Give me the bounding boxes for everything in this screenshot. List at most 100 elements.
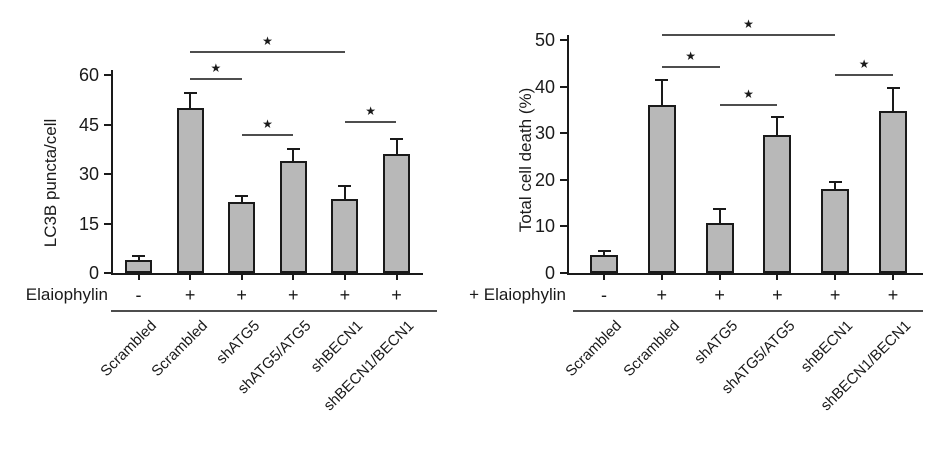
x-tick [240, 275, 243, 280]
y-tick-label: 15 [78, 213, 99, 234]
y-tick [560, 85, 567, 88]
category-label: Scrambled [620, 317, 684, 381]
significance-line [835, 73, 893, 76]
significance-star: ★ [210, 60, 222, 75]
significance-star: ★ [262, 117, 273, 132]
y-tick-label: 0 [88, 263, 99, 283]
y-tick [560, 39, 567, 41]
bar [331, 198, 359, 273]
x-axis-line [111, 273, 423, 275]
treatment-sign: + [714, 285, 725, 305]
y-tick [560, 178, 567, 181]
significance-line [661, 66, 720, 69]
bar [228, 202, 256, 273]
treatment-sign: + [656, 285, 668, 305]
error-bar-cap [713, 208, 727, 211]
error-bar-cap [132, 254, 145, 257]
bar [176, 108, 204, 273]
y-tick-label: 20 [534, 169, 555, 190]
y-tick-label: 10 [534, 216, 555, 237]
error-bar-cap [338, 185, 352, 188]
x-tick [292, 275, 295, 280]
y-tick-label: 0 [544, 263, 555, 283]
treatment-row-label: Elaiophylin [25, 285, 108, 304]
x-tick [892, 275, 894, 280]
treatment-sign: + [288, 285, 299, 305]
bar [821, 189, 850, 273]
y-tick-label: 30 [534, 123, 555, 144]
y-tick [560, 272, 567, 274]
error-bar-cap [886, 86, 900, 89]
y-tick [560, 132, 567, 135]
bar [590, 255, 618, 273]
category-label: shBECN1 [797, 317, 857, 376]
error-bar-cap [655, 78, 669, 81]
significance-line [661, 33, 836, 36]
error-bar-cap [235, 195, 249, 198]
significance-line [344, 120, 397, 123]
bar [279, 160, 307, 273]
significance-star: ★ [685, 49, 697, 64]
significance-star: ★ [365, 103, 377, 118]
bar [705, 223, 734, 273]
significance-star: ★ [743, 16, 754, 31]
x-tick [343, 275, 346, 280]
x-tick [776, 275, 779, 280]
y-tick-label: 60 [78, 65, 99, 85]
y-tick-label: 30 [78, 164, 99, 184]
y-tick [104, 222, 111, 225]
y-tick-label: 45 [78, 114, 99, 135]
significance-line [190, 50, 345, 53]
category-label: shATG5 [690, 317, 741, 368]
category-label: shBECN1/BECN1 [320, 317, 418, 415]
error-bar-cap [390, 138, 403, 141]
treatment-sign: + [184, 285, 196, 305]
category-label: shATG5 [212, 317, 264, 368]
x-tick [660, 275, 663, 280]
category-separator-line [111, 310, 437, 312]
treatment-sign: + [391, 285, 402, 305]
treatment-sign: + [772, 285, 783, 305]
error-bar-cap [183, 92, 197, 95]
y-axis-line [567, 35, 569, 275]
y-tick [104, 123, 111, 126]
significance-line [719, 104, 778, 107]
x-tick [718, 275, 721, 280]
category-separator-line [573, 310, 923, 312]
error-bar-cap [828, 180, 842, 183]
significance-star: ★ [743, 87, 754, 102]
x-tick [189, 275, 192, 280]
x-tick [834, 275, 837, 280]
bar [763, 134, 792, 273]
treatment-sign: - [135, 285, 142, 305]
y-axis-title: Total cell death (%) [516, 87, 535, 233]
y-tick-label: 50 [534, 30, 555, 50]
significance-line [241, 134, 294, 137]
bar [383, 154, 410, 273]
y-axis-title: LC3B puncta/cell [41, 118, 60, 248]
treatment-sign: + [236, 285, 247, 305]
treatment-sign: - [601, 285, 607, 305]
error-bar-cap [597, 250, 611, 253]
bar [647, 105, 676, 273]
category-label: Scrambled [562, 317, 626, 381]
error-bar-cap [286, 148, 300, 151]
x-tick [137, 275, 140, 280]
y-tick [104, 272, 111, 274]
y-axis-line [111, 70, 113, 275]
x-tick [603, 275, 605, 280]
y-tick-label: 40 [534, 76, 555, 97]
bar [125, 259, 152, 273]
x-axis-line [567, 273, 923, 275]
x-tick [395, 275, 398, 280]
treatment-row-label: + Elaiophylin [469, 285, 566, 304]
error-bar-cap [770, 115, 784, 118]
y-tick [104, 173, 111, 175]
y-tick [560, 225, 567, 228]
treatment-sign: + [339, 285, 351, 305]
significance-star: ★ [262, 33, 273, 48]
y-tick [104, 74, 111, 76]
treatment-sign: + [887, 285, 899, 305]
treatment-sign: + [829, 285, 841, 305]
